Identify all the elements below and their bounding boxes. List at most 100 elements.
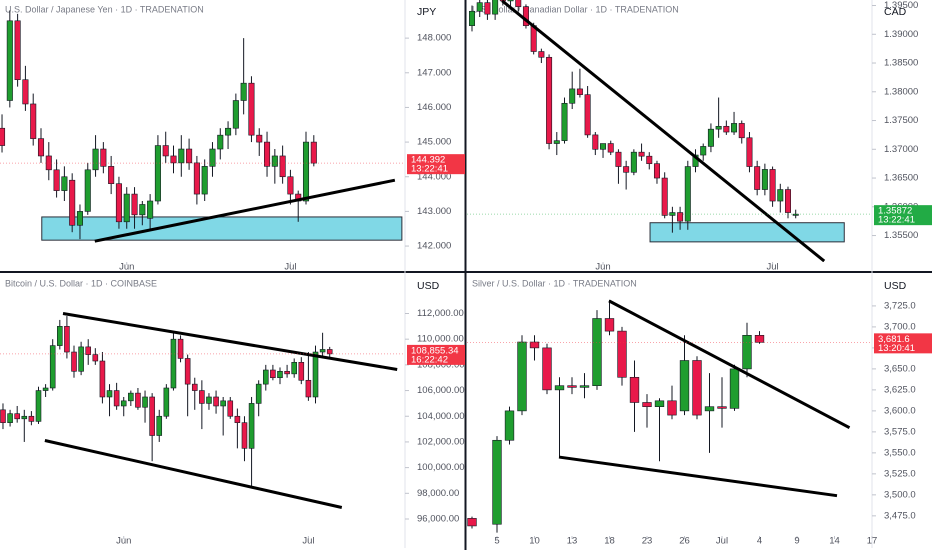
candle-body: [64, 326, 70, 353]
plot-area: [0, 10, 403, 243]
candle-body: [201, 166, 208, 195]
candle-body: [256, 134, 263, 143]
candle-body: [156, 415, 163, 436]
currency-label: CAD: [884, 6, 907, 18]
y-tick-label: 96,000.00: [417, 514, 459, 525]
y-tick-label: 3,625.0: [884, 384, 916, 395]
candle-body: [607, 143, 614, 153]
y-tick-label: 1.39000: [884, 29, 918, 40]
candle-body: [234, 415, 241, 423]
x-tick-label: 4: [757, 536, 762, 547]
candle-body: [128, 392, 134, 402]
candle-body: [629, 376, 640, 403]
y-tick-label: 3,575.0: [884, 426, 916, 437]
candle-body: [61, 176, 68, 191]
candle-body: [206, 396, 212, 404]
candle-body: [264, 141, 271, 167]
candle-body: [0, 127, 6, 146]
countdown-label: 13:22:41: [878, 215, 915, 226]
x-tick-label: 14: [829, 536, 840, 547]
candle-body: [291, 362, 297, 375]
y-tick-label: 1.39500: [884, 0, 918, 11]
candle-body: [57, 326, 63, 346]
candle-body: [715, 125, 722, 130]
candle-body: [193, 162, 200, 195]
y-tick-label: 144.000: [417, 171, 451, 182]
x-tick-label: 26: [679, 536, 690, 547]
y-tick-label: 3,700.0: [884, 321, 916, 332]
candle-body: [492, 0, 499, 15]
candle-body: [754, 335, 765, 343]
chart-panel: Bitcoin / U.S. Dollar · 1D · COINBASE USD…: [0, 274, 465, 548]
candle-body: [326, 349, 333, 355]
last-price-label: 108,855.34: [411, 345, 459, 356]
candle-body: [707, 128, 714, 147]
y-tick-label: 110,000.00: [417, 334, 464, 345]
candle-body: [115, 183, 122, 223]
plot-area: [469, 0, 845, 262]
candle-body: [186, 148, 193, 164]
candle-body: [69, 179, 76, 226]
y-tick-label: 1.35500: [884, 230, 918, 241]
candle-body: [287, 176, 294, 195]
x-tick-label: 5: [494, 536, 499, 547]
candle-body: [646, 155, 653, 164]
candle-body: [723, 125, 730, 133]
candle-body: [131, 193, 138, 216]
y-tick-label: 3,550.0: [884, 447, 916, 458]
candle-body: [241, 422, 248, 449]
y-tick-label: 3,525.0: [884, 468, 916, 479]
candle-body: [529, 341, 540, 349]
candle-body: [220, 400, 226, 407]
candle-body: [484, 2, 491, 15]
candle-body: [49, 345, 56, 389]
chart-panel: Silver / U.S. Dollar · 1D · TRADENATION U…: [467, 274, 932, 548]
candle-body: [30, 103, 37, 139]
candle-body: [262, 369, 269, 385]
x-tick-label: 13: [567, 536, 578, 547]
candle-body: [515, 0, 522, 7]
candle-body: [517, 341, 527, 412]
candle-body: [731, 123, 738, 133]
y-tick-label: 104,000.00: [417, 411, 465, 422]
candle-body: [504, 410, 515, 441]
last-price-box: [407, 154, 465, 175]
candle-body: [113, 390, 120, 407]
candle-body: [729, 368, 740, 409]
y-tick-label: 146.000: [417, 102, 451, 113]
candle-body: [661, 177, 668, 216]
candle-body: [184, 358, 191, 385]
candle-body: [569, 88, 576, 104]
y-tick-label: 3,500.0: [884, 489, 916, 500]
candle-body: [653, 163, 660, 179]
candle-body: [742, 335, 752, 370]
y-tick-label: 143.000: [417, 206, 451, 217]
candle-body: [567, 385, 577, 388]
x-tick-label: 23: [642, 536, 653, 547]
candle-body: [617, 330, 627, 378]
y-tick-label: 1.38500: [884, 58, 918, 69]
countdown-label: 13:22:41: [411, 164, 448, 175]
candle-body: [123, 193, 130, 223]
support-zone: [41, 216, 403, 241]
candle-body: [209, 148, 216, 167]
candle-body: [542, 347, 552, 391]
candle-body: [139, 204, 146, 216]
x-tick-label: Jul: [302, 536, 314, 547]
y-tick-label: 3,650.0: [884, 363, 916, 374]
candle-body: [100, 148, 107, 167]
candle-body: [630, 151, 637, 173]
candle-body: [538, 51, 545, 58]
chart-title: Silver / U.S. Dollar · 1D · TRADENATION: [472, 278, 637, 288]
candle-body: [99, 360, 106, 398]
candle-body: [467, 518, 477, 527]
x-tick-label: Jun: [595, 262, 610, 273]
candle-body: [492, 439, 502, 525]
y-tick-label: 145.000: [417, 137, 451, 148]
candle-body: [217, 134, 224, 150]
last-price-box: [874, 205, 932, 226]
candle-body: [302, 141, 310, 202]
candle-body: [22, 79, 29, 105]
candle-body: [7, 413, 13, 423]
